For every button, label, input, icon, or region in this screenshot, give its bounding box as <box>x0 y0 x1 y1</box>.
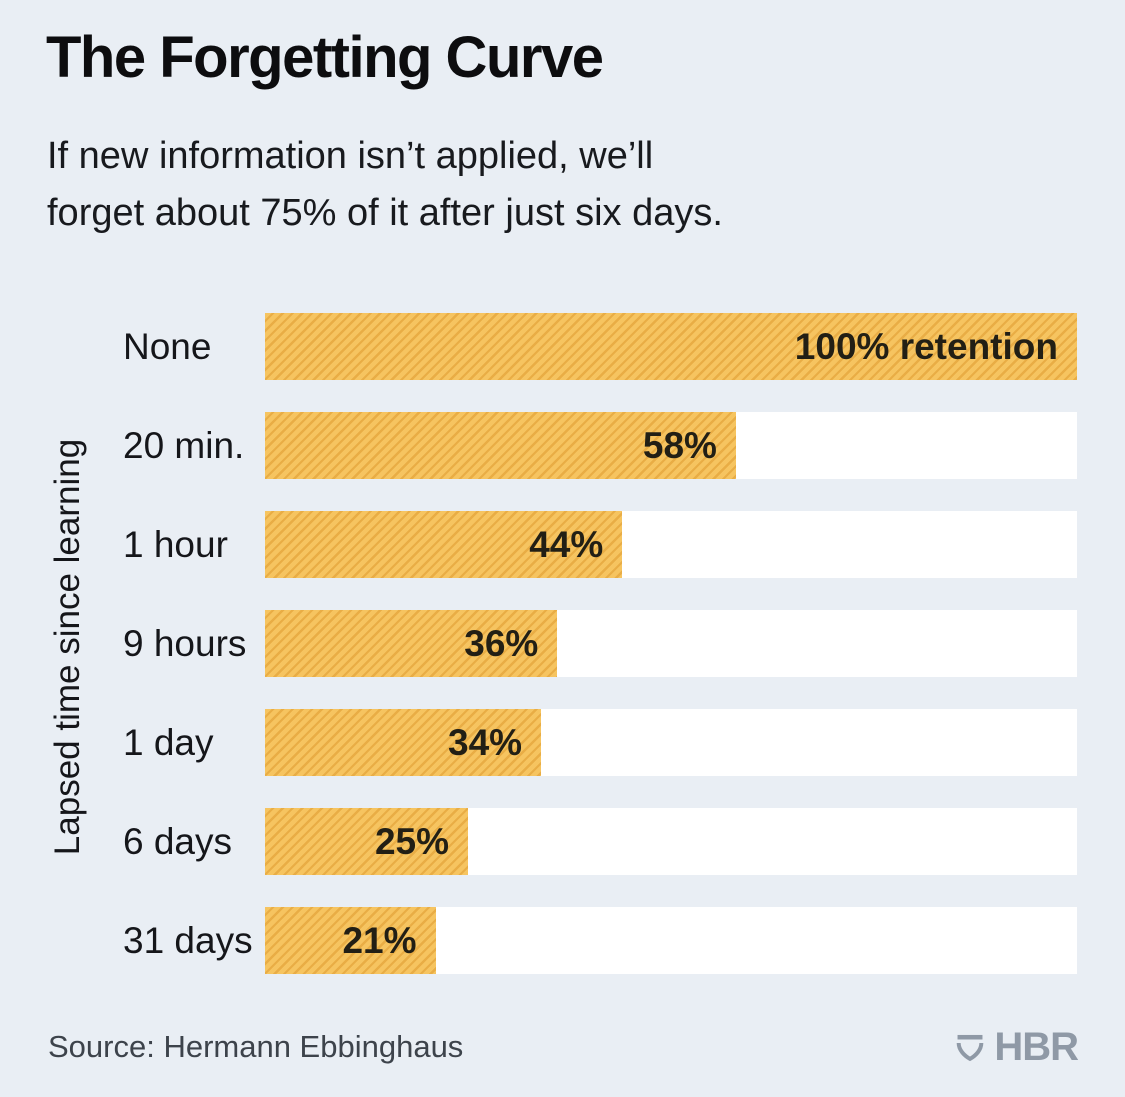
hbr-shield-icon <box>957 1034 984 1062</box>
category-label: 1 day <box>123 721 214 763</box>
bar-track: 25% <box>265 808 1077 875</box>
bar-row: 6 days 25% <box>48 808 1077 875</box>
bar-row: 9 hours 36% <box>48 610 1077 677</box>
bar-fill: 36% <box>265 610 558 677</box>
bar-row: 20 min. 58% <box>48 412 1077 479</box>
category-label: None <box>123 325 212 367</box>
bar-value-label: 21% <box>342 919 417 961</box>
bar-track: 34% <box>265 709 1077 776</box>
source-note: Source: Hermann Ebbinghaus <box>48 1029 464 1064</box>
bar-fill: 58% <box>265 412 736 479</box>
bar-track: 100% retention <box>265 313 1077 380</box>
category-label: 1 hour <box>123 523 228 565</box>
bar-value-label: 36% <box>464 622 539 664</box>
bar-fill: 25% <box>265 808 468 875</box>
chart-title: The Forgetting Curve <box>46 25 604 90</box>
bar-fill: 34% <box>265 709 542 776</box>
footer: Source: Hermann Ebbinghaus HBR <box>48 1022 1079 1072</box>
bar-value-label: 25% <box>374 820 449 862</box>
bar-track: 21% <box>265 907 1077 974</box>
category-label: 9 hours <box>123 622 247 664</box>
hbr-wordmark: HBR <box>994 1024 1079 1069</box>
bar-value-label: 100% retention <box>794 325 1058 367</box>
chart-subtitle: If new information isn’t applied, we’ll f… <box>47 128 723 242</box>
bar-value-label: 34% <box>448 721 523 763</box>
hbr-logo: HBR <box>953 1024 1079 1070</box>
bar-fill: 21% <box>265 907 436 974</box>
subtitle-line-2: forget about 75% of it after just six da… <box>47 192 723 234</box>
bar-fill: 44% <box>265 511 623 578</box>
bar-value-label: 44% <box>529 523 604 565</box>
category-label: 31 days <box>123 919 253 961</box>
category-label: 20 min. <box>123 424 245 466</box>
bar-row: None 100% retention <box>48 313 1077 380</box>
bar-fill: 100% retention <box>265 313 1077 380</box>
category-label: 6 days <box>123 820 233 862</box>
bar-row: 31 days 21% <box>48 907 1077 974</box>
bar-track: 58% <box>265 412 1077 479</box>
bar-track: 44% <box>265 511 1077 578</box>
bar-value-label: 58% <box>642 424 717 466</box>
bar-chart: None 100% retention 20 min. 58% 1 hour 4… <box>48 313 1077 974</box>
bar-row: 1 hour 44% <box>48 511 1077 578</box>
subtitle-line-1: If new information isn’t applied, we’ll <box>47 135 654 177</box>
bar-row: 1 day 34% <box>48 709 1077 776</box>
bar-track: 36% <box>265 610 1077 677</box>
